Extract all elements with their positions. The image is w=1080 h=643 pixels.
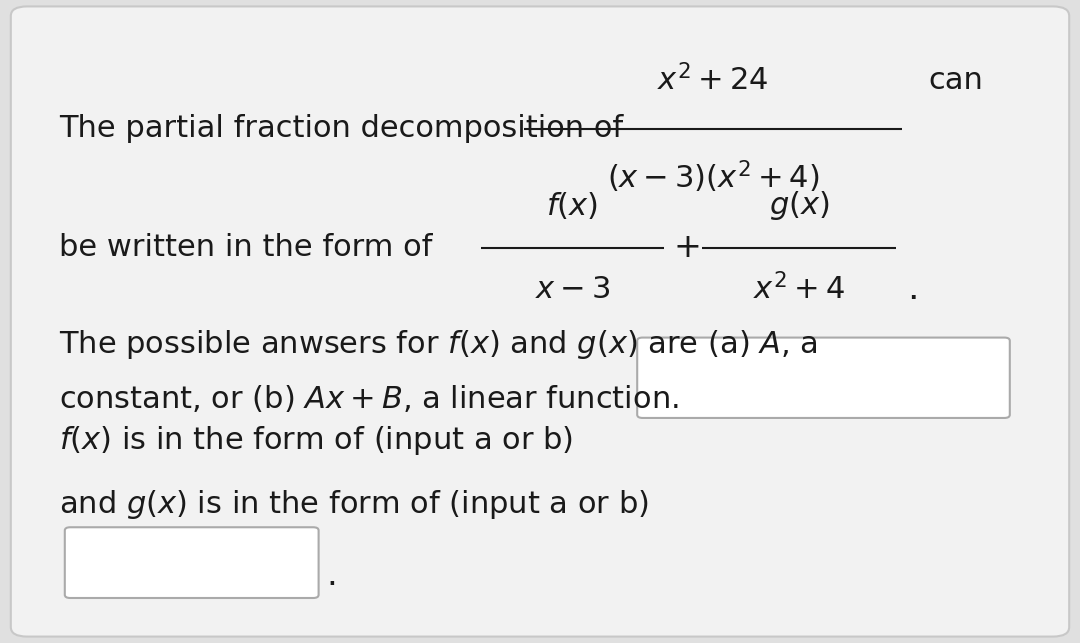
FancyBboxPatch shape: [11, 6, 1069, 637]
FancyBboxPatch shape: [65, 527, 319, 598]
Text: The possible anwsers for $f(x)$ and $g(x)$ are (a) $A$, a: The possible anwsers for $f(x)$ and $g(x…: [59, 327, 819, 361]
Text: $x^2 + 24$: $x^2 + 24$: [658, 64, 768, 96]
Text: $f(x)$: $f(x)$: [546, 190, 598, 221]
Text: .: .: [326, 559, 337, 592]
Text: $+$: $+$: [673, 231, 699, 264]
Text: The partial fraction decomposition of: The partial fraction decomposition of: [59, 114, 623, 143]
Text: and $g(x)$ is in the form of (input a or b): and $g(x)$ is in the form of (input a or…: [59, 488, 649, 521]
Text: $(x - 3)(x^2 + 4)$: $(x - 3)(x^2 + 4)$: [607, 159, 819, 195]
Text: be written in the form of: be written in the form of: [59, 233, 433, 262]
Text: can: can: [929, 66, 984, 95]
Text: constant, or (b) $Ax + B$, a linear function.: constant, or (b) $Ax + B$, a linear func…: [59, 383, 679, 414]
Text: $g(x)$: $g(x)$: [769, 189, 829, 222]
Text: $x^2 + 4$: $x^2 + 4$: [754, 273, 845, 305]
Text: $f(x)$ is in the form of (input a or b): $f(x)$ is in the form of (input a or b): [59, 424, 573, 457]
FancyBboxPatch shape: [637, 338, 1010, 418]
Text: .: .: [907, 273, 919, 306]
Text: $x - 3$: $x - 3$: [535, 275, 610, 304]
